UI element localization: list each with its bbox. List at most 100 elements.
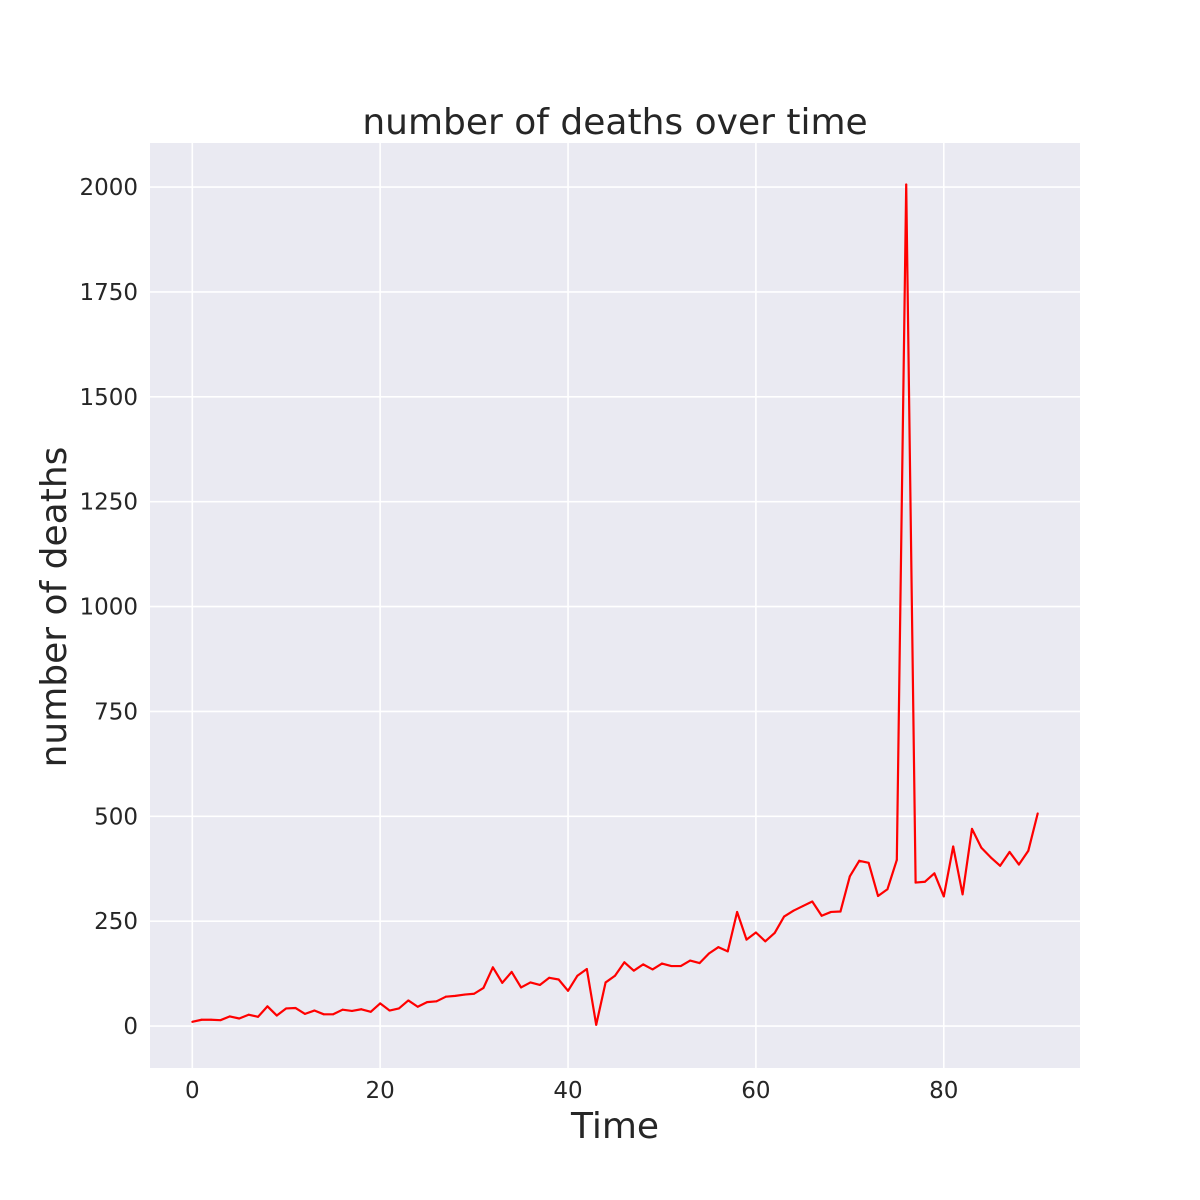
x-tick-label: 40 bbox=[553, 1078, 582, 1104]
x-tick-label: 20 bbox=[366, 1078, 395, 1104]
data-point bbox=[557, 978, 560, 981]
data-point bbox=[266, 1005, 269, 1008]
y-tick-label: 0 bbox=[123, 1014, 138, 1040]
data-point bbox=[623, 961, 626, 964]
data-point bbox=[210, 1018, 213, 1021]
data-point bbox=[191, 1020, 194, 1023]
data-point bbox=[322, 1013, 325, 1016]
data-point bbox=[1008, 850, 1011, 853]
y-tick-label: 750 bbox=[94, 699, 138, 725]
data-point bbox=[454, 994, 457, 997]
plot-area bbox=[150, 143, 1080, 1068]
data-point bbox=[698, 962, 701, 965]
data-point bbox=[801, 905, 804, 908]
data-point bbox=[341, 1008, 344, 1011]
data-point bbox=[980, 846, 983, 849]
data-point bbox=[660, 962, 663, 965]
data-point bbox=[407, 999, 410, 1002]
data-point bbox=[679, 965, 682, 968]
data-point bbox=[707, 952, 710, 955]
data-point bbox=[200, 1018, 203, 1021]
data-point bbox=[238, 1017, 241, 1020]
data-point bbox=[914, 881, 917, 884]
data-point bbox=[773, 931, 776, 934]
data-point bbox=[529, 981, 532, 984]
data-point bbox=[764, 940, 767, 943]
data-point bbox=[811, 900, 814, 903]
y-tick-label: 1750 bbox=[79, 280, 138, 306]
y-tick-label: 250 bbox=[94, 909, 138, 935]
data-point bbox=[585, 968, 588, 970]
data-point bbox=[736, 910, 739, 913]
data-point bbox=[792, 909, 795, 912]
data-point bbox=[379, 1002, 382, 1005]
data-point bbox=[689, 959, 692, 962]
data-point bbox=[1017, 863, 1020, 866]
series-layer bbox=[191, 183, 1039, 1026]
data-point bbox=[754, 931, 757, 934]
data-point bbox=[999, 864, 1002, 867]
data-point bbox=[651, 968, 654, 971]
data-point bbox=[642, 963, 645, 966]
data-point bbox=[482, 986, 485, 989]
data-point bbox=[548, 976, 551, 979]
data-point bbox=[989, 856, 992, 859]
x-axis-label: Time bbox=[570, 1106, 659, 1147]
data-point bbox=[219, 1019, 222, 1022]
data-point bbox=[614, 974, 616, 977]
data-point bbox=[228, 1015, 231, 1018]
data-point bbox=[388, 1009, 391, 1012]
data-point bbox=[520, 986, 523, 989]
data-point bbox=[538, 983, 541, 986]
y-tick-label: 2000 bbox=[79, 175, 138, 201]
data-point bbox=[726, 950, 729, 953]
data-point bbox=[961, 893, 964, 896]
data-point bbox=[942, 895, 945, 898]
x-tick-label: 0 bbox=[185, 1078, 200, 1104]
data-point bbox=[416, 1005, 419, 1008]
data-point bbox=[595, 1023, 598, 1026]
data-point bbox=[830, 910, 833, 913]
data-point bbox=[567, 989, 570, 992]
data-point bbox=[783, 915, 786, 918]
x-tick-label: 80 bbox=[929, 1078, 958, 1104]
data-point bbox=[285, 1007, 288, 1010]
data-point bbox=[435, 1000, 438, 1003]
data-point bbox=[360, 1008, 363, 1011]
data-point bbox=[1036, 812, 1039, 815]
data-point bbox=[924, 880, 926, 883]
data-point bbox=[397, 1007, 400, 1010]
y-tick-labels: 0 250 500 750 1000 1250 1500 1750 2000 bbox=[79, 175, 138, 1040]
data-point bbox=[877, 895, 880, 897]
data-point bbox=[294, 1007, 297, 1010]
y-tick-label: 1250 bbox=[79, 490, 138, 516]
data-point bbox=[426, 1001, 429, 1004]
data-point bbox=[952, 845, 955, 848]
data-point bbox=[717, 946, 720, 949]
data-point bbox=[313, 1009, 316, 1012]
data-point bbox=[491, 966, 494, 969]
data-point bbox=[886, 888, 889, 891]
data-point bbox=[670, 965, 673, 968]
data-point bbox=[839, 910, 842, 913]
data-point bbox=[257, 1015, 260, 1018]
y-tick-label: 1000 bbox=[79, 595, 138, 621]
y-tick-label: 500 bbox=[94, 804, 138, 830]
data-point bbox=[332, 1013, 335, 1016]
grid-lines bbox=[150, 143, 1080, 1068]
data-point bbox=[275, 1014, 278, 1017]
data-point bbox=[867, 861, 870, 864]
data-point bbox=[895, 858, 898, 861]
data-point bbox=[463, 993, 466, 996]
data-point bbox=[444, 995, 447, 998]
data-point bbox=[745, 938, 748, 941]
data-point bbox=[933, 872, 936, 875]
y-tick-label: 1500 bbox=[79, 385, 138, 411]
data-point bbox=[350, 1009, 353, 1012]
data-point bbox=[247, 1013, 250, 1016]
data-point bbox=[905, 183, 908, 186]
data-point bbox=[632, 969, 635, 972]
x-tick-label: 60 bbox=[741, 1078, 770, 1104]
data-point bbox=[1027, 849, 1030, 852]
data-point bbox=[501, 981, 504, 984]
